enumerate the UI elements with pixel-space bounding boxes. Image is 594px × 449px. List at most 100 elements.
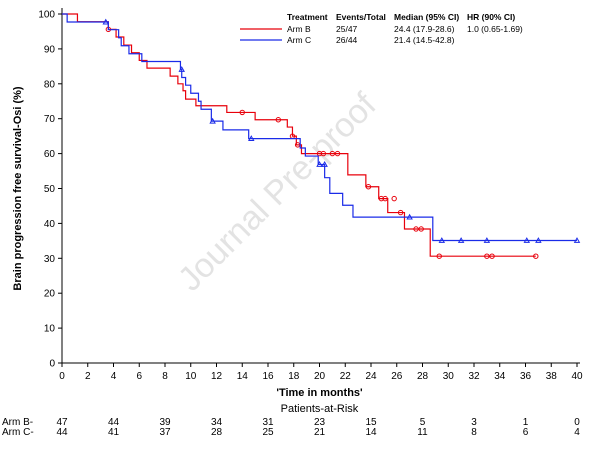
censor-mark-arm-c — [248, 135, 255, 142]
censor-mark-arm-b — [320, 150, 327, 157]
legend-header: HR (90% CI) — [467, 12, 515, 22]
censor-mark-arm-b — [382, 195, 388, 202]
risk-count: 47 — [56, 417, 68, 428]
censor-mark-arm-b — [365, 184, 372, 190]
legend-events: 26/44 — [336, 35, 358, 45]
legend-median: 24.4 (17.9-28.6) — [394, 24, 455, 34]
x-tick-label: 6 — [136, 371, 142, 382]
censor-mark-arm-c — [457, 237, 465, 243]
censor-mark-arm-b — [329, 150, 336, 157]
risk-count: 1 — [523, 417, 529, 428]
y-axis-title: Brain progression free survival-Osi (%) — [12, 86, 24, 291]
x-tick-label: 0 — [59, 371, 65, 382]
x-axis-title: 'Time in months' — [276, 387, 363, 399]
y-tick-label: 50 — [44, 184, 56, 195]
censor-mark-arm-c — [573, 237, 581, 243]
risk-count: 11 — [417, 427, 428, 438]
risk-count: 0 — [574, 417, 580, 428]
y-tick-label: 100 — [38, 10, 55, 21]
risk-count: 41 — [108, 427, 120, 438]
risk-count: 5 — [420, 417, 426, 428]
risk-count: 31 — [262, 417, 274, 428]
legend-hr: 1.0 (0.65-1.69) — [467, 24, 523, 34]
legend-median: 21.4 (14.5-42.8) — [394, 35, 455, 45]
risk-count: 4 — [574, 427, 580, 438]
legend-header: Treatment — [287, 12, 328, 22]
x-tick-label: 18 — [288, 371, 300, 382]
censor-mark-arm-b — [484, 253, 490, 259]
y-tick-label: 20 — [44, 289, 56, 300]
censor-mark-arm-b — [239, 109, 245, 116]
censor-mark-arm-b — [436, 253, 442, 259]
x-tick-label: 4 — [111, 371, 117, 382]
censor-mark-arm-c — [483, 237, 491, 243]
km-curve-arm-b — [62, 13, 536, 257]
x-tick-label: 32 — [468, 371, 480, 382]
censor-mark-arm-b — [316, 150, 323, 157]
censor-mark-arm-b — [397, 209, 404, 216]
risk-row-label: Arm B- — [2, 417, 33, 428]
legend-header: Events/Total — [336, 12, 386, 22]
y-tick-label: 80 — [44, 79, 56, 90]
risk-count: 15 — [365, 417, 377, 428]
y-tick-label: 40 — [44, 219, 56, 230]
censor-mark-arm-b — [391, 195, 397, 202]
risk-count: 44 — [56, 427, 68, 438]
risk-table-title: Patients-at-Risk — [281, 403, 359, 415]
censor-mark-arm-b — [378, 195, 384, 202]
y-tick-label: 30 — [44, 254, 56, 265]
x-tick-label: 8 — [162, 371, 168, 382]
x-tick-label: 12 — [211, 371, 223, 382]
x-tick-label: 16 — [262, 371, 274, 382]
risk-row-label: Arm C- — [2, 427, 34, 438]
y-tick-label: 60 — [44, 149, 56, 160]
x-tick-label: 28 — [417, 371, 429, 382]
censor-mark-arm-c — [321, 160, 328, 167]
risk-count: 44 — [108, 417, 120, 428]
x-tick-label: 26 — [391, 371, 403, 382]
y-tick-label: 90 — [44, 44, 56, 55]
legend-events: 25/47 — [336, 24, 358, 34]
censor-mark-arm-c — [316, 160, 323, 167]
y-tick-label: 10 — [44, 324, 56, 335]
risk-count: 3 — [471, 417, 477, 428]
censor-mark-arm-c — [438, 237, 446, 243]
legend-treatment: Arm C — [287, 35, 311, 45]
x-tick-label: 36 — [520, 371, 532, 382]
risk-count: 25 — [262, 427, 274, 438]
risk-count: 23 — [314, 417, 326, 428]
x-tick-label: 10 — [185, 371, 197, 382]
y-tick-label: 0 — [49, 359, 55, 370]
risk-count: 8 — [471, 427, 477, 438]
y-tick-label: 70 — [44, 114, 56, 125]
censor-mark-arm-b — [275, 117, 281, 123]
censor-mark-arm-c — [535, 237, 542, 243]
censor-mark-arm-c — [406, 213, 413, 220]
censor-mark-arm-b — [413, 226, 419, 232]
censor-mark-arm-c — [209, 117, 216, 124]
risk-count: 21 — [314, 427, 326, 438]
censor-mark-arm-c — [102, 18, 110, 25]
censor-mark-arm-b — [418, 226, 424, 232]
legend-treatment: Arm B — [287, 24, 311, 34]
risk-count: 39 — [159, 417, 171, 428]
x-tick-label: 38 — [546, 371, 558, 382]
censor-mark-arm-c — [523, 237, 531, 243]
km-curve-arm-c — [62, 13, 577, 242]
risk-count: 14 — [365, 427, 377, 438]
risk-count: 34 — [211, 417, 223, 428]
x-tick-label: 40 — [571, 371, 583, 382]
x-tick-label: 34 — [494, 371, 506, 382]
censor-mark-arm-b — [533, 253, 539, 259]
legend-header: Median (95% CI) — [394, 12, 459, 22]
censor-mark-arm-c — [178, 66, 185, 72]
x-tick-label: 30 — [443, 371, 455, 382]
risk-count: 6 — [523, 427, 529, 438]
x-tick-label: 24 — [365, 371, 377, 382]
x-tick-label: 22 — [340, 371, 352, 382]
censor-mark-arm-b — [334, 150, 341, 157]
censor-mark-arm-b — [489, 253, 495, 259]
x-tick-label: 20 — [314, 371, 326, 382]
x-tick-label: 2 — [85, 371, 91, 382]
